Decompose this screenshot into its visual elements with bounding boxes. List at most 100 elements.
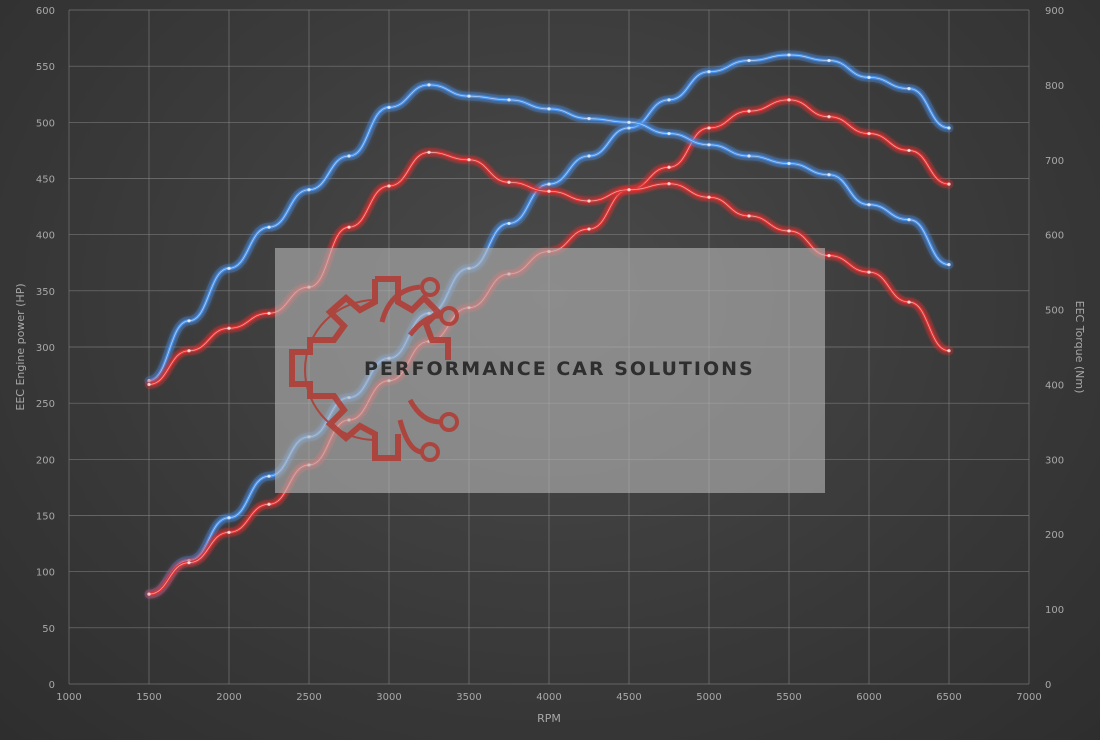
y-left-tick-label: 600 (36, 6, 55, 17)
data-point (747, 109, 751, 113)
data-point (947, 349, 951, 353)
y-right-tick-label: 200 (1045, 530, 1064, 541)
watermark-brand-text: PERFORMANCE CAR SOLUTIONS (364, 358, 755, 380)
data-point (227, 530, 231, 534)
series-1-power (144, 50, 954, 599)
x-tick-label: 3500 (456, 692, 481, 703)
data-point (867, 203, 871, 207)
data-point (547, 107, 551, 111)
data-point (547, 189, 551, 193)
data-point (787, 98, 791, 102)
watermark: PERFORMANCE CAR SOLUTIONS (275, 248, 825, 493)
data-point (707, 143, 711, 147)
x-tick-label: 1500 (136, 692, 161, 703)
data-point (267, 502, 271, 506)
data-point (787, 161, 791, 166)
x-tick-label: 2500 (296, 692, 321, 703)
data-point (907, 300, 911, 304)
data-point (227, 326, 231, 330)
data-point (867, 75, 871, 79)
data-point (947, 263, 951, 267)
data-point (627, 120, 631, 124)
y-right-tick-label: 600 (1045, 231, 1064, 242)
data-point (307, 188, 311, 192)
y-right-tick-label: 400 (1045, 380, 1064, 391)
y-right-tick-label: 100 (1045, 605, 1064, 616)
data-point (427, 150, 431, 154)
y-left-tick-label: 300 (36, 343, 55, 354)
y-right-tick-label: 500 (1045, 306, 1064, 317)
y-right-tick-label: 0 (1045, 680, 1051, 691)
data-point (707, 195, 711, 199)
data-point (667, 98, 671, 102)
data-point (627, 188, 631, 192)
data-point (947, 182, 951, 186)
data-point (147, 379, 151, 383)
data-point (747, 214, 751, 218)
watermark-panel (275, 248, 825, 493)
x-tick-label: 5000 (696, 692, 721, 703)
data-point (787, 229, 791, 233)
data-point (907, 87, 911, 91)
data-point (827, 173, 831, 177)
x-tick-label: 3000 (376, 692, 401, 703)
y-left-tick-label: 150 (36, 512, 55, 523)
data-point (147, 592, 151, 596)
y-left-tick-label: 500 (36, 118, 55, 129)
y-right-tick-label: 300 (1045, 455, 1064, 466)
data-point (747, 154, 751, 158)
data-point (427, 83, 431, 87)
data-point (587, 116, 591, 121)
data-point (387, 105, 391, 109)
data-point (347, 154, 351, 158)
y-right-tick-label: 800 (1045, 81, 1064, 92)
data-point (707, 126, 711, 130)
y-left-tick-label: 450 (36, 175, 55, 186)
data-point (467, 158, 471, 162)
data-point (267, 225, 271, 229)
data-point (507, 221, 511, 226)
data-point (947, 126, 951, 130)
data-point (507, 180, 511, 184)
x-tick-label: 6000 (856, 692, 881, 703)
data-point (147, 382, 151, 387)
x-tick-label: 1000 (56, 692, 81, 703)
data-point (387, 184, 391, 188)
data-point (467, 94, 471, 98)
data-point (227, 516, 231, 520)
data-point (827, 254, 831, 258)
y-left-tick-label: 250 (36, 399, 55, 410)
data-point (827, 58, 831, 63)
data-point (587, 227, 591, 231)
series-3-torque (144, 80, 954, 386)
x-tick-label: 5500 (776, 692, 801, 703)
data-point (667, 165, 671, 169)
data-point (227, 266, 231, 270)
data-point (347, 225, 351, 229)
series-highlight (148, 54, 950, 595)
tick-labels: 1000 1500 2000 2500 3000 3500 4000 4500 5000 5500… (36, 6, 1064, 703)
data-point (627, 126, 631, 130)
gear-logo-icon (289, 276, 459, 462)
data-point (827, 115, 831, 119)
data-point (667, 131, 671, 136)
x-tick-label: 7000 (1016, 692, 1041, 703)
data-point (587, 154, 591, 158)
data-point (187, 561, 191, 565)
data-point (587, 199, 591, 203)
y-left-tick-label: 0 (49, 680, 55, 691)
y-left-axis-title: EEC Engine power (HP) (14, 283, 27, 410)
y-right-tick-label: 700 (1045, 156, 1064, 167)
y-right-tick-label: 900 (1045, 6, 1064, 17)
y-left-tick-label: 200 (36, 455, 55, 466)
y-right-axis-title: EEC Torque (Nm) (1073, 301, 1086, 394)
y-left-tick-label: 50 (42, 624, 55, 635)
data-point (667, 182, 671, 186)
data-point (787, 53, 791, 57)
x-tick-label: 4000 (536, 692, 561, 703)
data-point (747, 58, 751, 63)
data-point (267, 311, 271, 315)
data-point (187, 349, 191, 353)
